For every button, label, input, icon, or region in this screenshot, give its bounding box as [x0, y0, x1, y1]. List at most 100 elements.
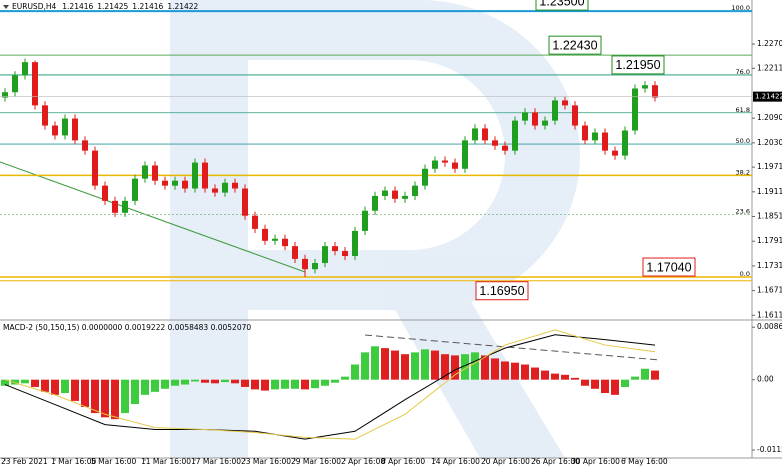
- current-price-label: 1.21422: [755, 93, 782, 101]
- candle-body: [412, 185, 418, 196]
- candle-body: [462, 140, 468, 169]
- histogram-bar: [271, 379, 279, 390]
- level-box: [548, 35, 602, 55]
- candle-body: [432, 160, 438, 169]
- histogram-bar: [361, 352, 369, 380]
- y-tick-label: -0.011588: [757, 445, 782, 454]
- histogram-bar: [11, 379, 19, 385]
- x-tick-label: 2 Apr 16:00: [341, 457, 385, 466]
- histogram-bar: [581, 379, 589, 386]
- candle-body: [562, 100, 568, 106]
- candle-body: [222, 182, 228, 193]
- x-tick-label: 20 Apr 16:00: [481, 457, 530, 466]
- histogram-bar: [71, 379, 79, 401]
- candle-body: [142, 165, 148, 179]
- candle-body: [512, 120, 518, 151]
- macd-trend-line: [364, 334, 661, 361]
- y-tick-label: 1.20900: [757, 113, 782, 122]
- histogram-bar: [371, 346, 379, 380]
- menu-icon[interactable]: [3, 5, 9, 9]
- candle-body: [102, 185, 108, 201]
- histogram-bar: [231, 379, 239, 384]
- candle-body: [402, 195, 408, 199]
- y-tick-label: 1.18510: [757, 212, 782, 221]
- candle-body: [382, 190, 388, 196]
- candle-body: [72, 118, 78, 141]
- candle-body: [352, 230, 358, 257]
- level-label: 1.17040: [646, 260, 691, 274]
- histogram-bar: [561, 374, 569, 380]
- candle-body: [232, 182, 238, 189]
- histogram-bar: [401, 354, 409, 380]
- symbol: EURUSD,H4: [12, 2, 56, 11]
- histogram-bar: [641, 368, 649, 380]
- candle-body: [112, 200, 118, 213]
- y-tick-label: 1.22110: [757, 63, 782, 72]
- histogram-bar: [391, 350, 399, 380]
- macd-line: [4, 334, 656, 440]
- x-tick-label: 1 Mar 16:00: [51, 457, 97, 466]
- candle-body: [532, 112, 538, 126]
- candle-body: [202, 162, 208, 189]
- candle-body: [82, 140, 88, 151]
- y-tick-label: 1.16110: [757, 310, 782, 319]
- candle-body: [502, 145, 508, 151]
- histogram-bar: [381, 348, 389, 380]
- y-tick-label: 1.22700: [757, 39, 782, 48]
- histogram-bar: [171, 379, 179, 386]
- histogram-bar: [501, 361, 509, 380]
- x-tick-label: 14 Apr 16:00: [431, 457, 480, 466]
- candle-body: [492, 140, 498, 146]
- candle-body: [552, 100, 558, 121]
- histogram-bar: [21, 379, 29, 384]
- candle-body: [472, 128, 478, 141]
- macd-line: [4, 329, 656, 440]
- candle-body: [162, 180, 168, 186]
- level-box: [642, 257, 696, 277]
- candle-body: [32, 62, 38, 106]
- histogram-bar: [511, 362, 519, 380]
- histogram-bar: [541, 370, 549, 380]
- histogram-bar: [521, 364, 529, 380]
- histogram-bar: [311, 379, 319, 389]
- histogram-bar: [531, 367, 539, 380]
- histogram-bar: [251, 379, 259, 390]
- fib-label: 50.0: [736, 137, 750, 145]
- histogram-bar: [291, 379, 299, 389]
- macd-title: MACD-2 (50,150,15) 0.0000000 0.0019222 0…: [3, 323, 251, 332]
- candle-body: [282, 238, 288, 247]
- open: 1.21416: [62, 2, 93, 11]
- x-tick-label: 23 Feb 2021: [1, 457, 48, 466]
- histogram-bar: [591, 379, 599, 389]
- candle-body: [642, 85, 648, 89]
- histogram-bar: [111, 379, 119, 420]
- candle-body: [542, 120, 548, 126]
- histogram-bar: [441, 354, 449, 380]
- trend-line: [0, 161, 306, 273]
- histogram-bar: [451, 355, 459, 380]
- fib-label: 76.0: [736, 68, 750, 76]
- histogram-bar: [201, 379, 209, 383]
- histogram-bar: [331, 379, 339, 383]
- candle-body: [392, 190, 398, 199]
- level-label: 1.21950: [615, 58, 660, 72]
- histogram-bar: [341, 376, 349, 380]
- histogram-bar: [51, 379, 59, 395]
- level-label: 1.22430: [552, 38, 597, 52]
- x-tick-label: 30 Apr 16:00: [571, 457, 620, 466]
- x-tick-label: 29 Mar 16:00: [291, 457, 341, 466]
- histogram-bar: [601, 379, 609, 394]
- current-price-tag: [753, 91, 782, 102]
- level-label: 1.23500: [539, 0, 584, 8]
- histogram-bar: [431, 350, 439, 380]
- x-tick-label: 26 Apr 16:00: [531, 457, 580, 466]
- y-tick-label: 1.17310: [757, 261, 782, 270]
- histogram-bar: [551, 373, 559, 380]
- x-tick-label: 6 May 16:00: [621, 457, 668, 466]
- histogram-bar: [241, 379, 249, 387]
- candle-body: [152, 165, 158, 181]
- close: 1.21422: [167, 2, 198, 11]
